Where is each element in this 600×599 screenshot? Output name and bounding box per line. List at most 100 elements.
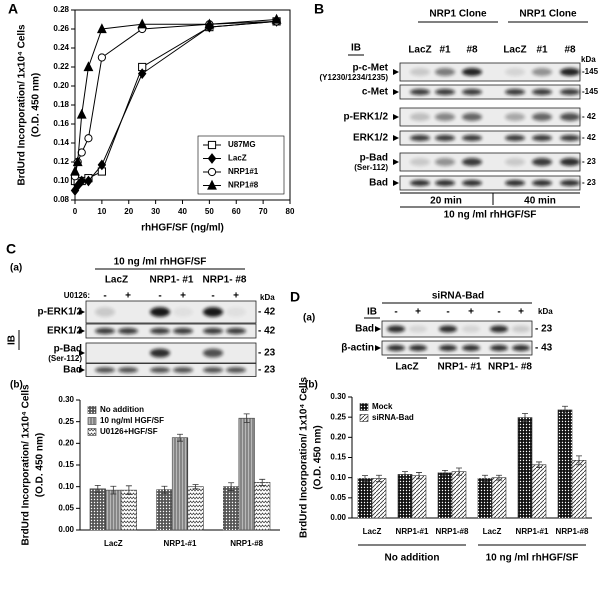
legend-label: LacZ: [228, 154, 247, 163]
blot-band: [435, 113, 455, 121]
blot-arrow: [79, 367, 85, 373]
blot-band: [118, 367, 138, 373]
y-tick-label: 0.18: [53, 100, 69, 109]
error-bar: [402, 471, 408, 478]
x-tick-label: 70: [259, 207, 268, 216]
ib-label: IB: [7, 335, 18, 345]
y-axis-label: BrdUrd Incorporation/ 1x10⁴ Cells: [17, 24, 28, 186]
blot-band: [173, 327, 193, 335]
panel-label: B: [314, 1, 324, 17]
x-tick-label: NRP1-#1: [164, 539, 197, 548]
point: [76, 108, 87, 119]
time-label: 20 min: [430, 196, 462, 207]
bar-texture: [412, 475, 426, 518]
blot-band: [410, 88, 430, 96]
blot-size-marker: -145: [582, 87, 599, 96]
bar-texture: [398, 474, 412, 518]
blot-band: [387, 344, 405, 352]
blot-size-marker: - 23: [258, 365, 276, 376]
blot-band: [532, 68, 552, 76]
lane-label: LacZ: [503, 45, 526, 56]
blot-row-label: p-ERK1/2: [344, 112, 389, 123]
x-tick-label: NRP1-#1: [516, 527, 549, 536]
y-tick-label: 0.30: [58, 395, 74, 404]
bar-texture: [223, 486, 239, 530]
blot-arrow: [375, 326, 381, 332]
lane-label: #8: [466, 45, 478, 56]
blot-band: [505, 113, 525, 121]
error-bar: [259, 478, 266, 486]
blot-row-label: Bad: [355, 324, 374, 335]
point: [83, 61, 94, 72]
time-label: 40 min: [524, 196, 556, 207]
x-tick-label: NRP1-#8: [556, 527, 589, 536]
error-bar: [536, 461, 542, 468]
point: [96, 23, 107, 34]
legend-label: siRNA-Bad: [372, 413, 414, 422]
y-tick-label: 0.05: [58, 503, 74, 512]
y-tick-label: 0.12: [53, 157, 69, 166]
blot-band: [490, 325, 508, 333]
error-bar: [161, 485, 168, 494]
blot-band: [462, 88, 482, 96]
bar-texture: [105, 490, 122, 530]
y-tick-label: 0.00: [58, 525, 74, 534]
blot-band: [173, 307, 193, 317]
legend-label: No addition: [100, 405, 144, 414]
kda-label: kDa: [538, 307, 553, 316]
y-tick-label: 0.30: [330, 392, 346, 401]
blot-band: [532, 113, 552, 121]
error-bar: [243, 413, 250, 423]
x-tick-label: 20: [124, 207, 133, 216]
bar-texture: [558, 409, 572, 518]
error-bar: [416, 472, 422, 480]
error-bar: [456, 467, 462, 476]
error-bar: [362, 475, 368, 482]
y-tick-label: 0.22: [53, 62, 69, 71]
blot-row-label: p-Bad: [54, 344, 82, 355]
sign-label: -: [211, 291, 214, 302]
blot-row-label: p-c-Met: [352, 63, 388, 74]
blot-size-marker: - 42: [258, 307, 276, 318]
error-bar: [177, 433, 183, 442]
point: [77, 175, 86, 187]
lane-group-label: NRP1- #1: [438, 362, 482, 373]
y-tick-label: 0.28: [53, 5, 69, 14]
error-bar: [522, 413, 528, 423]
legend-marker: [207, 179, 217, 190]
panel-label: D: [290, 289, 300, 305]
x-tick-label: LacZ: [104, 539, 123, 548]
blot-band: [226, 327, 246, 335]
blot-arrow: [79, 309, 85, 315]
blot-row-label: c-Met: [362, 87, 389, 98]
sign-label: +: [233, 291, 239, 302]
error-bar: [228, 482, 235, 491]
x-tick-label: NRP1-#1: [396, 527, 429, 536]
legend-swatch-texture: [360, 403, 368, 411]
blot-arrow: [393, 180, 399, 186]
blot-band: [462, 158, 482, 166]
blot-band: [150, 367, 170, 373]
error-bar: [94, 484, 101, 493]
blot-row-label: β-actin: [341, 343, 374, 354]
blot-band: [435, 88, 455, 96]
error-bar: [496, 474, 502, 481]
bar-texture: [254, 482, 270, 530]
blot-arrow: [393, 89, 399, 95]
series-line: [74, 19, 277, 172]
blot-band: [490, 344, 508, 352]
x-tick-label: LacZ: [363, 527, 382, 536]
point: [97, 159, 107, 171]
blot-band: [505, 134, 525, 142]
panel-label: A: [8, 1, 18, 17]
bar-texture: [518, 417, 532, 518]
blot-row-label: p-Bad: [360, 153, 388, 164]
blot-band: [410, 134, 430, 142]
y-tick-label: 0.25: [330, 412, 346, 421]
blot-band: [410, 113, 430, 121]
bar-texture: [156, 489, 173, 530]
blot-row-label: Bad: [369, 178, 388, 189]
lane-group-label: NRP1- #1: [150, 275, 194, 286]
blot-arrow: [393, 159, 399, 165]
